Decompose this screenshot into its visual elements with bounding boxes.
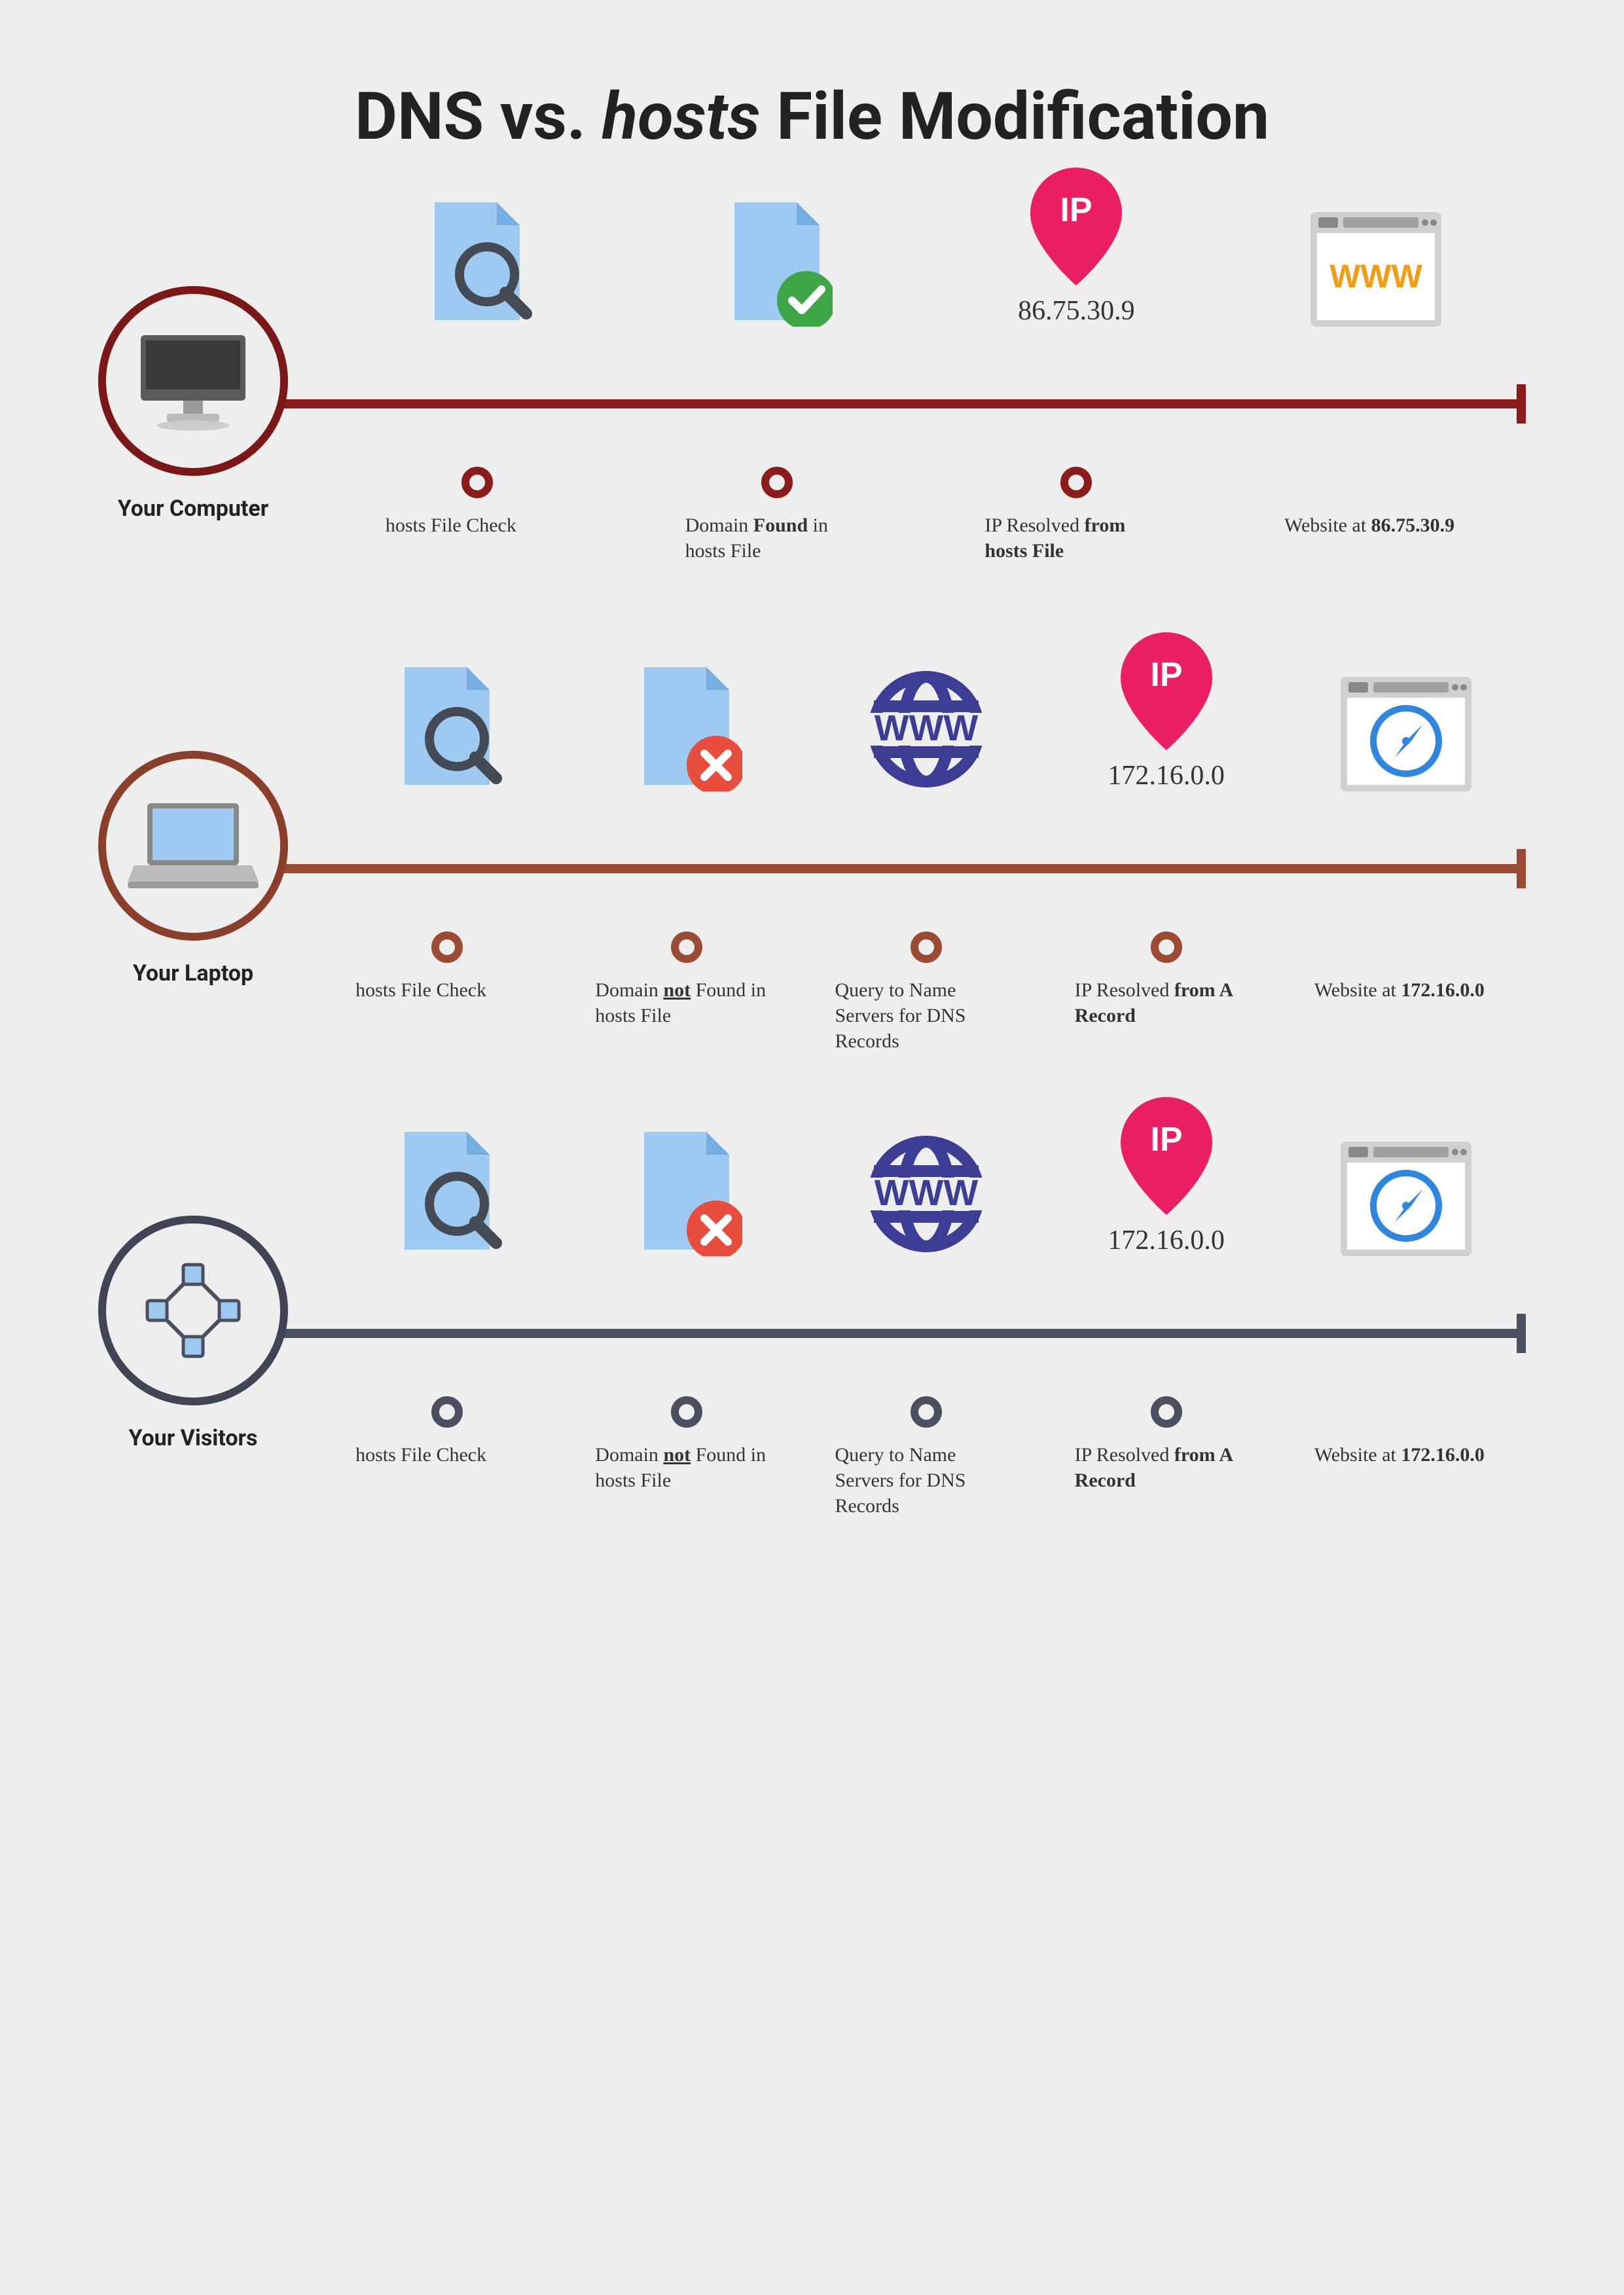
step-dot (1060, 467, 1092, 498)
origin-label: Your Computer (98, 496, 288, 522)
svg-text:WWW: WWW (875, 707, 979, 748)
ip-address: 172.16.0.0 (1108, 760, 1225, 791)
step-dot (431, 931, 463, 963)
timeline-step: Domain not Found in hosts File (579, 853, 795, 884)
step-label: Domain not Found in hosts File (595, 1442, 778, 1493)
timeline-step: Website at 172.16.0.0 (1298, 853, 1514, 884)
globe-www-icon: WWW (864, 1132, 988, 1256)
ip-address: 172.16.0.0 (1108, 1225, 1225, 1256)
step-label: IP Resolved from A Record (1075, 1442, 1258, 1493)
step-dot (671, 931, 702, 963)
step-label: IP Resolved from hosts File (984, 513, 1168, 564)
step-label: Website at 172.16.0.0 (1314, 977, 1498, 1003)
ip-address: 86.75.30.9 (1018, 295, 1135, 327)
step-label: hosts File Check (386, 513, 569, 538)
step-label: Query to Name Servers for DNS Records (835, 1442, 1018, 1519)
step-label: Website at 86.75.30.9 (1284, 513, 1468, 538)
monitor-icon (134, 329, 252, 433)
timeline-step: hosts File Check (369, 388, 585, 420)
timeline-step: hosts File Check (339, 853, 555, 884)
timeline-computer: Your Computer hosts File Check Domain Fo… (98, 286, 1526, 522)
origin-label: Your Laptop (98, 960, 288, 986)
timeline-step: IP 86.75.30.9 IP Resolved from hosts Fil… (968, 388, 1184, 420)
timeline-laptop: Your Laptop hosts File Check Domain not … (98, 751, 1526, 986)
file-check-icon (721, 202, 833, 327)
svg-text:IP: IP (1060, 191, 1092, 229)
timeline-step: IP 172.16.0.0 IP Resolved from A Record (1058, 1318, 1274, 1349)
file-search-icon (391, 1132, 503, 1256)
timeline-origin: Your Computer (98, 286, 288, 522)
ip-pin-icon: IP (1121, 632, 1212, 750)
timeline-visitors: Your Visitors hosts File Check Domain no… (98, 1216, 1526, 1451)
timeline-step: hosts File Check (339, 1318, 555, 1349)
svg-text:IP: IP (1150, 656, 1182, 694)
ip-pin-icon: IP (1030, 168, 1122, 285)
browser-www-icon: WWW (1310, 212, 1441, 327)
origin-label: Your Visitors (98, 1425, 288, 1451)
timeline-step: IP 172.16.0.0 IP Resolved from A Record (1058, 853, 1274, 884)
step-label: IP Resolved from A Record (1075, 977, 1258, 1028)
svg-text:WWW: WWW (1329, 258, 1422, 295)
step-label: Website at 172.16.0.0 (1314, 1442, 1498, 1468)
step-label: hosts File Check (355, 1442, 539, 1468)
timeline-origin: Your Laptop (98, 751, 288, 986)
timeline-step: Domain Found in hosts File (669, 388, 885, 420)
browser-compass-icon (1341, 1142, 1471, 1256)
step-label: hosts File Check (355, 977, 539, 1003)
file-search-icon (422, 202, 533, 327)
step-dot (461, 467, 493, 498)
step-dot (1151, 1396, 1182, 1428)
timeline-step: WWW Query to Name Servers for DNS Record… (818, 853, 1034, 884)
step-label: Domain Found in hosts File (685, 513, 869, 564)
step-dot (1151, 931, 1182, 963)
timeline-step: WWW Website at 86.75.30.9 (1268, 388, 1484, 420)
step-dot (761, 467, 793, 498)
svg-text:IP: IP (1150, 1121, 1182, 1159)
timeline-origin: Your Visitors (98, 1216, 288, 1451)
network-icon (134, 1252, 252, 1369)
timeline-step: WWW Query to Name Servers for DNS Record… (818, 1318, 1034, 1349)
file-cross-icon (631, 667, 742, 791)
svg-text:WWW: WWW (875, 1172, 979, 1213)
step-dot (911, 931, 942, 963)
step-label: Query to Name Servers for DNS Records (835, 977, 1018, 1054)
laptop-icon (128, 800, 259, 892)
step-dot (431, 1396, 463, 1428)
step-label: Domain not Found in hosts File (595, 977, 778, 1028)
timeline-step: Website at 172.16.0.0 (1298, 1318, 1514, 1349)
file-cross-icon (631, 1132, 742, 1256)
timeline-step: Domain not Found in hosts File (579, 1318, 795, 1349)
file-search-icon (391, 667, 503, 791)
browser-compass-icon (1341, 677, 1471, 791)
ip-pin-icon: IP (1121, 1097, 1212, 1215)
step-dot (911, 1396, 942, 1428)
globe-www-icon: WWW (864, 667, 988, 791)
page-title: DNS vs. hosts File Modification (98, 79, 1526, 155)
step-dot (671, 1396, 702, 1428)
